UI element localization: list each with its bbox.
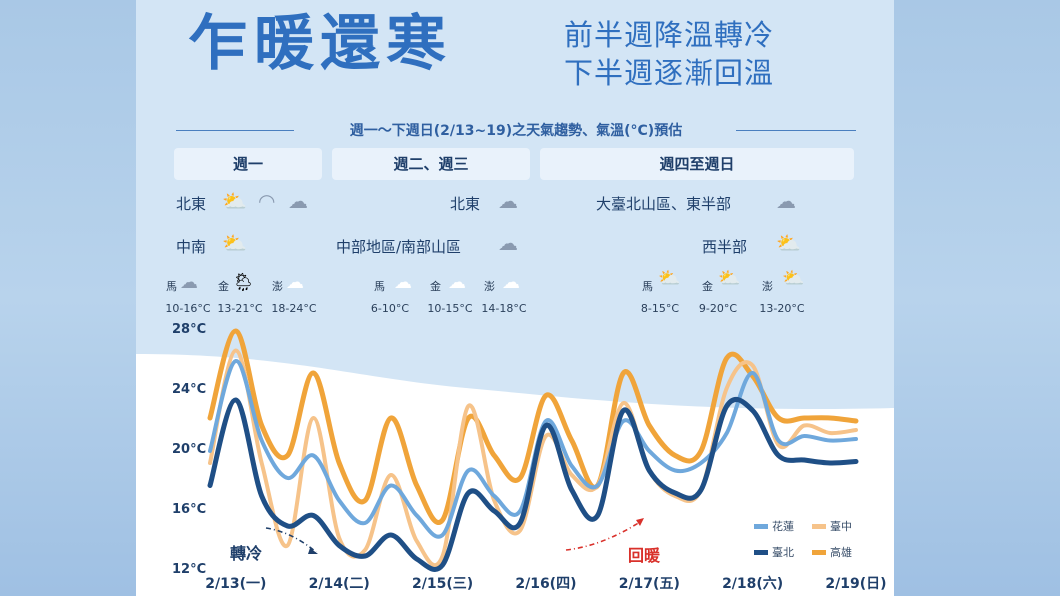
region-taipei-mountain-east: 大臺北山區、東半部 bbox=[596, 195, 732, 213]
region-west: 西半部 bbox=[702, 238, 748, 256]
island-penghu-temp: 13-20°C bbox=[759, 302, 805, 315]
partly-sunny-icon: ⛅ bbox=[222, 189, 247, 213]
cloud-icon: ☁ bbox=[502, 272, 520, 293]
y-tick-label: 28°C bbox=[172, 322, 206, 337]
partly-sunny-icon: ⛅ bbox=[658, 268, 681, 289]
region-central-south: 中南 bbox=[176, 238, 207, 256]
legend-swatch bbox=[812, 550, 826, 555]
island-kinmen-label: 金 bbox=[218, 280, 229, 293]
y-tick-label: 16°C bbox=[172, 502, 206, 517]
cloud-icon: ☁ bbox=[286, 272, 304, 293]
section-header-tue-wed: 週二、週三 bbox=[332, 148, 530, 180]
poster-title: 乍暖還寒 bbox=[188, 9, 452, 79]
cooling-label: 轉冷 bbox=[230, 544, 263, 563]
x-tick-label: 2/16(四) bbox=[515, 576, 576, 592]
island-kinmen-temp: 10-15°C bbox=[427, 302, 473, 315]
legend-label: 花蓮 bbox=[772, 519, 794, 533]
region-north-east: 北東 bbox=[176, 195, 207, 213]
temperature-line-chart: 28°C 24°C 20°C 16°C 12°C 2/13(一) 2/14(二) 2/15(… bbox=[136, 322, 894, 596]
blurred-background-left bbox=[0, 0, 136, 596]
rainbow-icon: ◠ bbox=[258, 189, 276, 213]
period-heading: 週一～下週日(2/13~19)之天氣趨勢、氣溫(°C)預估 bbox=[176, 120, 856, 140]
rain-cloud-icon: ☁ bbox=[776, 189, 796, 213]
x-tick-label: 2/14(二) bbox=[309, 576, 370, 592]
blurred-background-right bbox=[894, 0, 1060, 596]
partly-sunny-icon: ⛅ bbox=[222, 231, 247, 255]
series-line-臺北 bbox=[207, 396, 859, 572]
legend-swatch bbox=[754, 524, 768, 529]
series-line-高雄 bbox=[207, 328, 859, 525]
rain-cloud-icon: ☁ bbox=[288, 189, 308, 213]
island-penghu-temp: 18-24°C bbox=[271, 302, 317, 315]
x-tick-label: 2/19(日) bbox=[825, 576, 886, 592]
section-header-mon: 週一 bbox=[174, 148, 322, 180]
island-matsu-temp: 6-10°C bbox=[370, 302, 410, 315]
rain-cloud-icon: ☁ bbox=[180, 272, 198, 293]
island-penghu-label: 澎 bbox=[762, 280, 773, 293]
x-tick-label: 2/15(三) bbox=[412, 576, 473, 592]
y-tick-label: 24°C bbox=[172, 382, 206, 397]
island-penghu-label: 澎 bbox=[272, 280, 283, 293]
subtitle-line-2: 下半週逐漸回溫 bbox=[564, 56, 775, 90]
island-penghu-temp: 14-18°C bbox=[481, 302, 527, 315]
divider-left bbox=[176, 130, 294, 131]
partly-sunny-icon: ⛅ bbox=[782, 268, 805, 289]
subtitle-line-1: 前半週降溫轉冷 bbox=[564, 18, 775, 52]
legend-swatch bbox=[812, 524, 826, 529]
island-kinmen-temp: 9-20°C bbox=[698, 302, 738, 315]
island-kinmen-temp: 13-21°C bbox=[217, 302, 263, 315]
island-matsu-label: 馬 bbox=[166, 280, 177, 293]
x-tick-label: 2/18(六) bbox=[722, 575, 783, 592]
legend-label: 臺北 bbox=[772, 545, 794, 559]
cloud-icon: ☁ bbox=[448, 272, 466, 293]
island-matsu-label: 馬 bbox=[374, 280, 385, 293]
island-matsu-temp: 8-15°C bbox=[640, 302, 680, 315]
warming-arrow bbox=[565, 518, 644, 551]
y-tick-label: 12°C bbox=[172, 562, 206, 577]
warming-label: 回暖 bbox=[628, 546, 661, 565]
cooling-arrow bbox=[265, 527, 318, 554]
legend-swatch bbox=[754, 550, 768, 555]
rain-cloud-icon: ☁ bbox=[498, 231, 518, 255]
partly-rain-icon: 🌦 bbox=[232, 272, 255, 293]
x-tick-label: 2/17(五) bbox=[619, 576, 680, 592]
weather-poster: 乍暖還寒 前半週降溫轉冷 下半週逐漸回溫 週一～下週日(2/13~19)之天氣趨… bbox=[136, 0, 894, 596]
x-tick-label: 2/13(一) bbox=[205, 576, 266, 592]
legend-label: 高雄 bbox=[830, 545, 852, 559]
partly-sunny-icon: ⛅ bbox=[776, 231, 801, 255]
period-text: 週一～下週日(2/13~19)之天氣趨勢、氣溫(°C)預估 bbox=[341, 123, 691, 139]
divider-right bbox=[736, 130, 856, 131]
rain-cloud-icon: ☁ bbox=[498, 189, 518, 213]
island-penghu-label: 澎 bbox=[484, 280, 495, 293]
region-north-east: 北東 bbox=[450, 195, 481, 213]
island-matsu-label: 馬 bbox=[642, 280, 653, 293]
island-kinmen-label: 金 bbox=[430, 280, 441, 293]
y-tick-label: 20°C bbox=[172, 442, 206, 457]
section-header-thu-sun: 週四至週日 bbox=[540, 148, 854, 180]
cloud-icon: ☁ bbox=[394, 272, 412, 293]
region-central-mountain: 中部地區/南部山區 bbox=[336, 238, 462, 256]
island-matsu-temp: 10-16°C bbox=[165, 302, 211, 315]
legend-label: 臺中 bbox=[830, 519, 852, 533]
island-kinmen-label: 金 bbox=[702, 280, 713, 293]
partly-sunny-icon: ⛅ bbox=[718, 268, 741, 289]
poster-subtitle: 前半週降溫轉冷 下半週逐漸回溫 bbox=[564, 16, 774, 92]
